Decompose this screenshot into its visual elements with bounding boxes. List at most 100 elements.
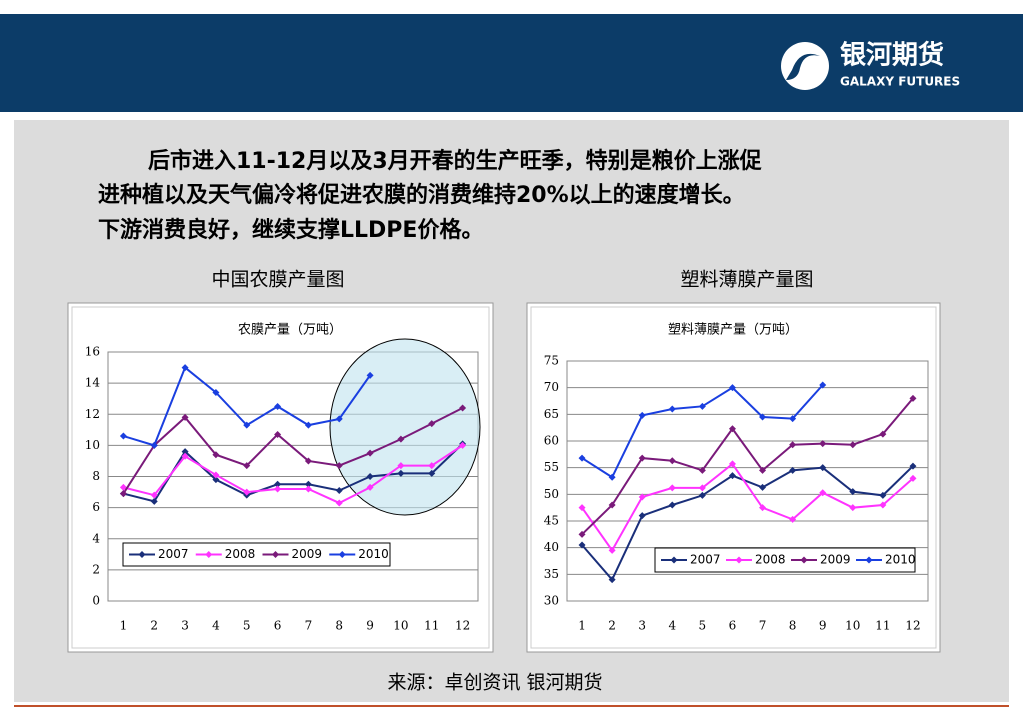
point-marker [668, 405, 676, 413]
y-tick-label: 75 [544, 354, 559, 368]
x-tick-label: 10 [393, 619, 408, 633]
point-marker [578, 454, 586, 462]
point-marker [366, 449, 374, 457]
point-marker [728, 384, 736, 392]
y-tick-label: 14 [85, 376, 101, 390]
x-tick-label: 6 [729, 619, 737, 633]
point-marker [578, 504, 586, 512]
point-marker [243, 421, 251, 429]
point-marker [119, 432, 127, 440]
legend-label: 2008 [225, 547, 256, 561]
point-marker [428, 462, 436, 470]
point-marker [274, 402, 282, 410]
point-marker [759, 483, 767, 491]
point-marker [728, 460, 736, 468]
point-marker [819, 464, 827, 472]
y-tick-label: 60 [544, 434, 559, 448]
point-marker [274, 430, 282, 438]
point-marker [849, 504, 857, 512]
paragraph-line: 后市进入11-12月以及3月开春的生产旺季，特别是粮价上涨促 [148, 148, 762, 174]
point-marker [759, 466, 767, 474]
point-marker [212, 471, 220, 479]
point-marker [181, 413, 189, 421]
logo-cn: 银河期货 [840, 40, 944, 71]
y-tick-label: 8 [92, 469, 100, 483]
point-marker [428, 420, 436, 428]
point-marker [366, 371, 374, 379]
series-line [122, 407, 464, 495]
y-tick-label: 2 [92, 562, 100, 576]
point-marker [638, 493, 646, 501]
legend-label: 2007 [158, 547, 189, 561]
x-tick-label: 5 [243, 619, 251, 633]
point-marker [698, 402, 706, 410]
point-marker [304, 421, 312, 429]
point-marker [638, 512, 646, 520]
y-tick-label: 70 [544, 380, 559, 394]
legend-marker [138, 551, 146, 558]
x-tick-label: 1 [578, 619, 586, 633]
legend-label: 2010 [358, 547, 389, 561]
source: 来源：卓创资讯 银河期货 [387, 672, 602, 694]
x-tick-label: 9 [366, 619, 374, 633]
series-line [123, 444, 464, 505]
highlight-circle [329, 338, 481, 516]
point-marker [397, 462, 405, 470]
point-marker [608, 576, 616, 584]
point-marker [274, 485, 282, 493]
series-line [581, 397, 914, 536]
y-tick-label: 40 [544, 540, 559, 554]
point-marker [819, 440, 827, 448]
x-tick-label: 10 [845, 619, 860, 633]
point-marker [335, 499, 343, 507]
point-marker [397, 469, 405, 477]
x-tick-label: 7 [759, 619, 767, 633]
point-marker [578, 530, 586, 538]
legend-label: 2009 [292, 547, 323, 561]
legend-label: 2010 [885, 553, 916, 567]
x-tick-label: 3 [638, 619, 646, 633]
point-marker [879, 430, 887, 438]
point-marker [909, 462, 917, 470]
point-marker [638, 411, 646, 419]
point-marker [212, 476, 220, 484]
point-marker [849, 488, 857, 496]
x-tick-label: 4 [212, 619, 220, 633]
point-marker [608, 473, 616, 481]
legend-label: 2008 [755, 553, 786, 567]
point-marker [335, 487, 343, 495]
x-tick-label: 8 [789, 619, 797, 633]
point-marker [304, 485, 312, 493]
point-marker [335, 462, 343, 470]
point-marker [728, 472, 736, 480]
paragraph-line: 进种植以及天气偏冷将促进农膜的消费维持20%以上的速度增长。 [98, 182, 745, 208]
legend-marker [800, 556, 808, 564]
x-tick-label: 2 [150, 619, 158, 633]
legend-label: 2009 [820, 553, 851, 567]
logo-en: GALAXY FUTURES [840, 75, 960, 89]
point-marker [759, 413, 767, 421]
x-tick-label: 8 [335, 619, 343, 633]
point-marker [849, 441, 857, 449]
point-marker [335, 415, 343, 423]
point-marker [150, 497, 158, 505]
legend-marker [735, 556, 743, 564]
x-tick-label: 3 [181, 619, 189, 633]
x-tick-label: 7 [305, 619, 313, 633]
point-marker [181, 448, 189, 456]
point-marker [638, 454, 646, 462]
point-marker [819, 489, 827, 497]
point-marker [909, 394, 917, 402]
legend-box [122, 542, 391, 567]
point-marker [728, 425, 736, 433]
y-tick-label: 0 [92, 594, 100, 608]
x-tick-label: 11 [875, 619, 890, 633]
point-marker [909, 474, 917, 482]
legend-marker [272, 551, 279, 558]
point-marker [274, 480, 282, 488]
point-marker [668, 457, 676, 465]
point-marker [212, 451, 220, 459]
x-tick-label: 11 [424, 619, 439, 633]
point-marker [698, 491, 706, 499]
